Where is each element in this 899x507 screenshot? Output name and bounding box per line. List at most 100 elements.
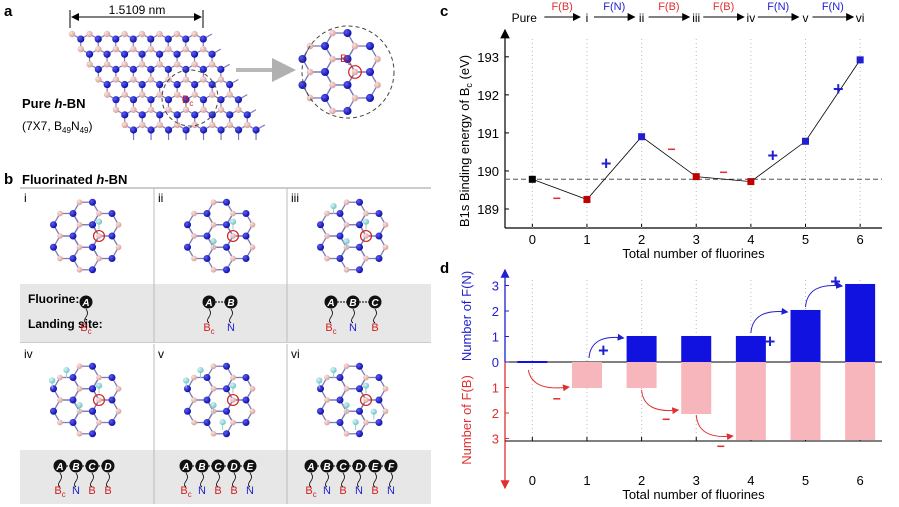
nitrogen-atom bbox=[234, 126, 243, 134]
nitrogen-atom bbox=[243, 111, 251, 119]
boron-atom bbox=[147, 45, 154, 53]
boron-atom bbox=[156, 30, 163, 38]
count-change-sign: + bbox=[830, 272, 841, 292]
nitrogen-atom bbox=[320, 93, 330, 103]
boron-atom bbox=[147, 106, 155, 113]
config-i: i A Bc bbox=[24, 191, 122, 336]
nitrogen-atom bbox=[156, 80, 164, 89]
boron-atom bbox=[306, 68, 314, 76]
boron-atom bbox=[112, 45, 120, 53]
boron-atom bbox=[68, 30, 76, 38]
nitrogen-atom bbox=[242, 396, 250, 404]
energy-change-sign: + bbox=[767, 146, 778, 166]
boron-atom bbox=[191, 374, 197, 381]
nitrogen-atom bbox=[298, 54, 307, 64]
state-label: v bbox=[803, 11, 809, 25]
x-tick-label: 1 bbox=[583, 232, 590, 247]
x-tick-label: 3 bbox=[693, 473, 700, 488]
boron-atom bbox=[249, 221, 256, 228]
bond-squiggle bbox=[90, 472, 94, 488]
x-tick-label: 2 bbox=[638, 232, 645, 247]
boron-atom bbox=[173, 61, 181, 68]
boron-atom bbox=[96, 374, 102, 381]
nitrogen-atom bbox=[203, 209, 211, 217]
fluorine-atom bbox=[63, 366, 70, 374]
fluorine-bead-label: D bbox=[230, 462, 237, 473]
boron-atom bbox=[343, 199, 350, 206]
state-label: iii bbox=[692, 11, 700, 25]
bar-f-b bbox=[681, 362, 712, 415]
fluorine-bead bbox=[202, 295, 216, 309]
fluorine-bead-label: A bbox=[55, 462, 63, 473]
nitrogen-atom bbox=[355, 221, 364, 229]
boron-atom bbox=[244, 121, 251, 129]
bar-f-n bbox=[681, 335, 712, 362]
nitrogen-atom bbox=[108, 419, 116, 427]
nitrogen-atom bbox=[336, 209, 344, 217]
config-roman-label: i bbox=[24, 191, 27, 205]
cluster-atoms bbox=[316, 198, 389, 274]
landing-site-label: Bc bbox=[325, 322, 336, 336]
config-roman-label: vi bbox=[291, 347, 300, 361]
boron-atom bbox=[139, 91, 146, 98]
fluorine-bead bbox=[324, 295, 338, 309]
boron-atom bbox=[343, 221, 350, 228]
nitrogen-atom bbox=[69, 209, 77, 217]
boron-atom bbox=[104, 91, 111, 98]
nitrogen-atom bbox=[147, 65, 155, 73]
boron-atom bbox=[226, 91, 233, 98]
nitrogen-atom bbox=[49, 243, 58, 251]
energy-point bbox=[692, 173, 700, 181]
boron-atom bbox=[57, 210, 63, 217]
bc-site-marker bbox=[226, 393, 240, 407]
boron-atom bbox=[115, 385, 122, 392]
bar-f-b bbox=[626, 362, 657, 389]
landing-site-label: N bbox=[323, 485, 331, 497]
boron-atom bbox=[115, 408, 122, 415]
nitrogen-atom bbox=[242, 209, 250, 217]
boron-atom bbox=[363, 233, 369, 239]
landing-site-label: N bbox=[246, 485, 254, 497]
fluorine-bead bbox=[85, 459, 99, 473]
y-tick-label-top: 2 bbox=[492, 304, 499, 319]
bar-f-b bbox=[845, 362, 876, 441]
fluorine-bead bbox=[79, 295, 93, 309]
zoom-bc-label: Bc bbox=[340, 53, 351, 67]
bond-squiggle bbox=[106, 472, 110, 488]
nitrogen-atom bbox=[121, 111, 129, 119]
boron-atom bbox=[343, 385, 350, 392]
state-label: iv bbox=[747, 11, 756, 25]
y-tick-label-bottom: 1 bbox=[492, 381, 499, 396]
landing-site-label: N bbox=[355, 485, 363, 497]
fluorinated-hbn-title: Fluorinated h-BN bbox=[22, 172, 127, 187]
boron-atom bbox=[191, 30, 198, 38]
fluorine-bead bbox=[320, 459, 334, 473]
x-tick-label: 6 bbox=[857, 232, 864, 247]
boron-atom bbox=[156, 61, 163, 68]
nitrogen-atom bbox=[155, 50, 164, 58]
boron-atom bbox=[57, 397, 63, 403]
landing-band-bottom bbox=[20, 450, 431, 504]
landing-site-row-label: Landing site: bbox=[28, 317, 103, 331]
bond-squiggle bbox=[84, 308, 88, 324]
lattice-atoms bbox=[68, 30, 260, 134]
boron-atom bbox=[147, 76, 155, 83]
nitrogen-atom bbox=[69, 373, 77, 381]
fluorine-bead-label: A bbox=[204, 298, 212, 309]
nitrogen-atom bbox=[108, 255, 116, 263]
boron-atom bbox=[200, 45, 207, 53]
energy-point bbox=[583, 195, 591, 203]
fluorine-bead bbox=[243, 459, 257, 473]
nitrogen-atom bbox=[217, 96, 225, 104]
nitrogen-atom bbox=[183, 407, 192, 415]
nitrogen-atom bbox=[234, 96, 243, 104]
transition-arrow bbox=[750, 307, 789, 334]
boron-atom bbox=[191, 419, 197, 426]
nitrogen-atom bbox=[88, 430, 97, 438]
panel-a: a 1.5109 nm Bc Pure h-BN (7X7, B49N49) B… bbox=[4, 3, 395, 141]
nitrogen-atom bbox=[108, 232, 116, 240]
fluorine-bead-label: B bbox=[198, 462, 205, 473]
nitrogen-atom bbox=[88, 266, 97, 274]
nitrogen-atom bbox=[222, 362, 231, 370]
